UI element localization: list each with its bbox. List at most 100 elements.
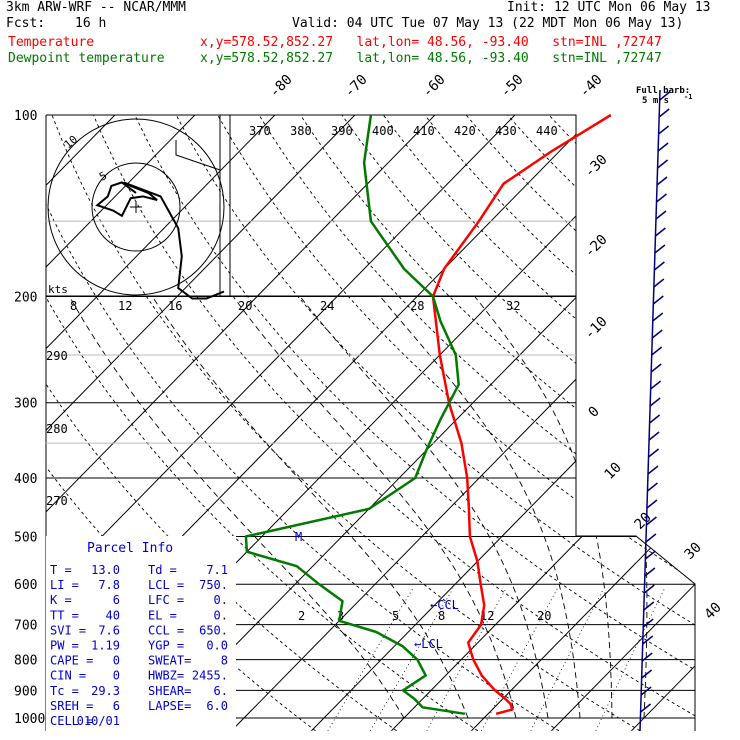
wind-barb <box>658 125 670 135</box>
full-barb-unit-exponent: -1 <box>684 93 692 101</box>
hodograph-axis-label: 28 <box>410 299 424 313</box>
parcel-info-label: K = <box>50 593 72 607</box>
parcel-info-value: 0 <box>113 654 120 668</box>
parcel-info-value: 0. <box>214 593 228 607</box>
wind-barb <box>656 193 667 203</box>
theta-e-label: 380 <box>290 124 312 138</box>
parcel-info-background <box>46 536 236 731</box>
pressure-label: 600 <box>14 578 37 593</box>
hodograph-axis-label: 12 <box>118 299 132 313</box>
isotherm-line <box>231 115 695 731</box>
dry-adiabat <box>92 115 695 731</box>
hodograph-axis-label: 20 <box>238 299 252 313</box>
parcel-info-value: 010/01 <box>77 714 120 728</box>
melting-level-marker: M <box>295 530 302 544</box>
parcel-info-value: 6 <box>113 593 120 607</box>
wind-barb <box>654 244 666 254</box>
full-barb-value: 5 m s <box>642 96 669 106</box>
mixing-ratio-label: 2 <box>298 609 305 623</box>
wind-barb <box>654 227 666 237</box>
forecast-label: Fcst: <box>6 16 46 31</box>
hodograph-unit: kts <box>48 283 68 296</box>
pressure-label: 700 <box>14 619 37 634</box>
dry-adiabat <box>217 115 695 731</box>
ring-label: 10 <box>62 133 81 151</box>
parcel-info-value: 650. <box>199 623 228 637</box>
wind-barb <box>645 533 657 543</box>
isotherm-label: -40 <box>577 72 606 101</box>
isotherm-line <box>46 115 49 731</box>
theta-label: 270 <box>46 494 68 508</box>
ccl-marker: ←CCL <box>430 598 459 612</box>
full-barb-label: Full barb: <box>636 86 690 96</box>
isotherm-label: -20 <box>582 232 611 261</box>
wind-barb <box>651 329 663 339</box>
parcel-info-label: CCL = <box>148 623 184 637</box>
forecast-hour: 16 h <box>75 16 107 31</box>
mixing-ratio-label: 8 <box>438 609 445 623</box>
plot-border <box>46 114 577 536</box>
wind-barb <box>652 295 664 305</box>
wind-barbs <box>639 89 671 732</box>
moist-adiabat <box>576 296 648 719</box>
wind-barb <box>647 465 659 475</box>
parcel-info-label: HWBZ= <box>148 669 184 683</box>
hodograph-trace <box>95 181 225 300</box>
theta-e-label: 370 <box>249 124 271 138</box>
dry-adiabat <box>715 115 740 731</box>
parcel-info-value: 40 <box>106 608 120 622</box>
wind-barb <box>648 448 660 458</box>
isotherm-label: 0 <box>586 404 603 421</box>
ring-label: 5 <box>97 169 109 184</box>
theta-e-label: 420 <box>454 124 476 138</box>
parcel-info-value: 0. <box>214 608 228 622</box>
isotherm-line <box>711 102 740 731</box>
theta-e-label: 410 <box>413 124 435 138</box>
parcel-info-label: CAPE = <box>50 654 93 668</box>
pressure-label: 1000 <box>14 712 45 727</box>
parcel-info-value: 8 <box>221 654 228 668</box>
wind-barb <box>649 414 661 424</box>
wind-barb <box>653 261 665 271</box>
isotherm-line <box>551 115 695 731</box>
isotherm-label: -30 <box>582 152 611 181</box>
parcel-info-value: 1.19 <box>91 639 120 653</box>
parcel-info-label: SHEAR= <box>148 684 191 698</box>
parcel-info-panel: Parcel Info T = 13.0 Td = 7.1 LI = 7.8 LCL = 750… <box>46 536 236 731</box>
wind-barb <box>643 584 655 594</box>
pressure-label: 200 <box>14 291 37 306</box>
dry-adiabat <box>507 115 695 731</box>
parcel-info-label: Td = <box>148 563 177 577</box>
dry-adiabat <box>175 115 695 731</box>
wind-barb <box>658 108 670 118</box>
hodograph-axis-label: 24 <box>320 299 334 313</box>
parcel-info-label: T = <box>50 563 72 577</box>
wind-barb <box>642 618 654 628</box>
mixing-ratio-label: 5 <box>392 609 399 623</box>
wind-barb <box>645 516 657 526</box>
pressure-label: 300 <box>14 397 37 412</box>
isotherm-label: -50 <box>498 72 527 101</box>
wind-staff-axis <box>639 89 661 732</box>
parcel-info-value: 750. <box>199 578 228 592</box>
isotherm-line <box>46 115 209 731</box>
isotherm-label: -60 <box>420 72 449 101</box>
dry-adiabat <box>46 115 479 731</box>
parcel-info-value: 7.1 <box>206 563 228 577</box>
parcel-info-label: SREH = <box>50 699 93 713</box>
wind-barb <box>641 669 653 679</box>
isotherm-line <box>631 115 695 731</box>
parcel-info-label: LI = <box>50 578 79 592</box>
parcel-info-label: PW = <box>50 639 79 653</box>
wind-barb <box>644 550 656 560</box>
wind-barb <box>644 567 656 577</box>
wind-barb <box>640 703 652 713</box>
dewpoint-profile <box>244 114 466 716</box>
parcel-info-label: Tc = <box>50 684 79 698</box>
lcl-marker: ←LCL <box>414 637 443 651</box>
isotherm-label: -70 <box>342 72 371 101</box>
wind-barb <box>655 210 667 220</box>
theta-e-label: 400 <box>372 124 394 138</box>
wind-barb <box>659 91 671 101</box>
